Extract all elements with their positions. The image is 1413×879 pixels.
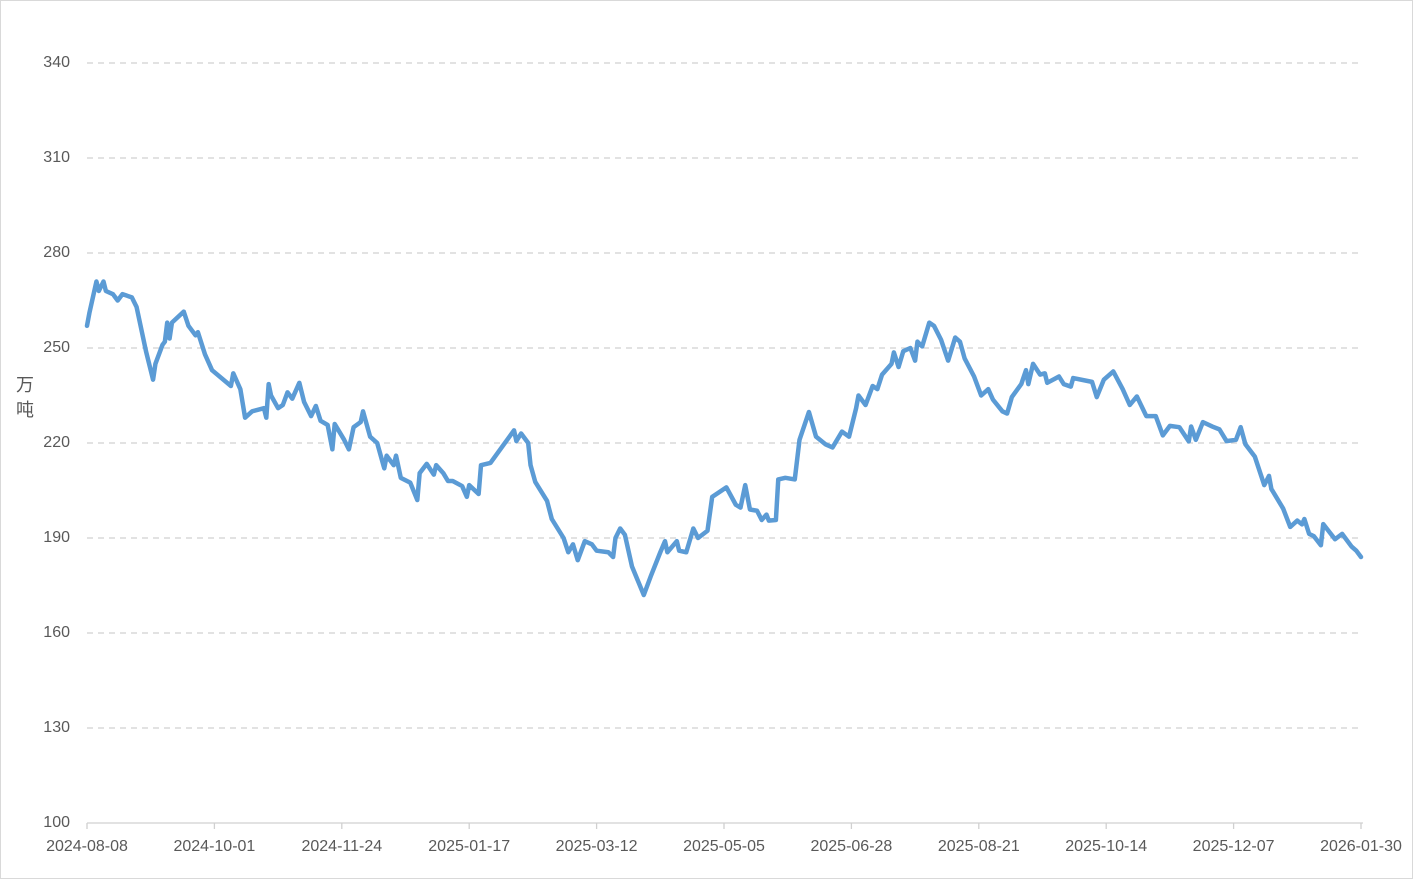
x-tick-label: 2025-12-07 <box>1193 838 1275 855</box>
y-tick-label: 160 <box>43 624 70 641</box>
x-tick-label: 2025-06-28 <box>810 838 892 855</box>
y-tick-label: 130 <box>43 719 70 736</box>
x-tick-label: 2025-03-12 <box>556 838 638 855</box>
data-line <box>84 279 1364 598</box>
x-tick-label: 2024-08-08 <box>46 838 128 855</box>
x-tick-label: 2025-10-14 <box>1065 838 1147 855</box>
y-tick-label: 220 <box>43 434 70 451</box>
x-tick-label: 2026-01-30 <box>1320 838 1402 855</box>
y-tick-label: 100 <box>43 814 70 831</box>
y-tick-label: 190 <box>43 529 70 546</box>
x-tick-label: 2024-11-24 <box>301 838 382 855</box>
y-tick-label: 340 <box>43 54 70 71</box>
y-axis-label: 吨 <box>16 400 34 420</box>
x-tick-label: 2024-10-01 <box>173 838 255 855</box>
x-tick-label: 2025-08-21 <box>938 838 1020 855</box>
x-tick-label: 2025-01-17 <box>428 838 510 855</box>
y-tick-label: 250 <box>43 339 70 356</box>
y-axis-label: 万 <box>16 375 34 395</box>
x-tick-label: 2025-05-05 <box>683 838 765 855</box>
y-tick-label: 310 <box>43 149 70 166</box>
y-tick-label: 280 <box>43 244 70 261</box>
